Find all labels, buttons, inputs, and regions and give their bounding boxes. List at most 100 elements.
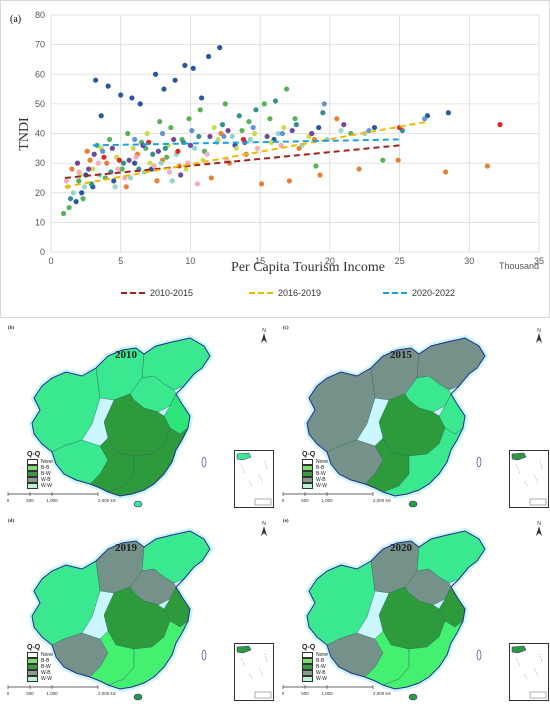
scatter-point [194, 181, 200, 187]
x-tick-label: 0 [48, 256, 53, 266]
scale-bar-label: 500 [301, 498, 309, 503]
scatter-chart-panel: (a) 0 5 10 15 20 25 30 35 0 10 20 30 40 50 60 70 80 Per C… [0, 0, 550, 318]
scatter-point [111, 178, 117, 184]
scatter-point [225, 127, 231, 134]
map-legend-title: Q-Q [302, 644, 316, 651]
scatter-point [246, 119, 252, 125]
map-region-taiwan [201, 456, 207, 468]
map-region-hainan [133, 500, 143, 508]
map-legend-label: B-W [316, 471, 326, 477]
china-map-2020 [303, 527, 489, 701]
china-map-2019 [28, 527, 214, 701]
map-legend-item: B-W [302, 664, 328, 670]
scatter-point [268, 139, 274, 145]
scatter-point [341, 122, 347, 128]
scale-bar-label: 1,000 [321, 691, 333, 696]
north-arrow-icon: N [261, 521, 267, 536]
map-legend-label: B-B [316, 465, 325, 471]
scale-bar-label: 500 [301, 691, 309, 696]
inset-scale [254, 691, 272, 699]
scatter-point [251, 130, 258, 137]
scatter-point [126, 157, 132, 163]
y-tick-label: 10 [35, 217, 45, 227]
map-legend-label: W-W [316, 676, 328, 682]
trendline-2016-2019 [64, 120, 428, 188]
map-panel-2020: (e) 2020 Q-Q None B-B B-W W-B W-W 0 500 1,000 2,000… [275, 515, 550, 710]
y-tick-label: 70 [35, 40, 45, 50]
inset-coast [511, 645, 527, 654]
map-legend-swatch [302, 658, 313, 664]
map-legend-item: W-B [27, 477, 53, 483]
map-border [31, 530, 211, 690]
scatter-point [239, 127, 245, 134]
scatter-point [204, 151, 210, 157]
north-arrow-icon: N [261, 328, 267, 343]
map-legend-item: B-B [302, 465, 328, 471]
scatter-point [161, 86, 167, 92]
scatter-point [95, 160, 102, 166]
x-axis-title: Per Capita Tourism Income [231, 260, 385, 275]
scatter-point [198, 95, 205, 101]
scatter-point [254, 145, 260, 151]
scatter-point [112, 184, 118, 190]
map-year-title: 2020 [390, 542, 412, 554]
map-regions [28, 527, 214, 701]
map-legend-label: W-W [316, 483, 328, 489]
map-legend-item: W-B [302, 670, 328, 676]
inset-coast [511, 452, 527, 461]
scatter-point [279, 130, 286, 137]
inset-dashes [240, 653, 268, 681]
scatter-point [86, 166, 92, 172]
scatter-point [253, 107, 259, 113]
map-legend-swatch [27, 465, 38, 471]
scatter-point [70, 190, 76, 196]
y-tick-label: 80 [35, 10, 45, 20]
map-legend-item: W-W [27, 676, 53, 682]
scatter-point [152, 71, 159, 77]
map-legend-swatch [302, 483, 313, 489]
scatter-point [166, 169, 173, 175]
north-arrow-shape [536, 526, 542, 536]
scatter-point [132, 160, 138, 166]
map-legend-item: W-B [27, 670, 53, 676]
north-arrow-shape [261, 333, 267, 343]
inset-coast [236, 645, 252, 654]
scale-bar-label: 0 [282, 691, 285, 696]
scatter-point [334, 116, 340, 122]
map-legend-swatch [27, 471, 38, 477]
scatter-point [186, 116, 192, 122]
map-legend-label: W-B [41, 477, 51, 483]
map-legend-label: B-W [41, 471, 51, 477]
map-panel-2019: (d) 2019 Q-Q None B-B B-W W-B W-W 0 500 1,000 2,000… [0, 515, 275, 710]
map-legend-swatch [27, 483, 38, 489]
scale-bar-line: 0 500 1,000 2,000 km [7, 685, 117, 696]
scale-bar-label: 2,000 km [373, 498, 391, 503]
legend-label: 2010-2015 [150, 288, 193, 298]
map-panel-label: (c) [283, 326, 289, 331]
y-tick-label: 40 [35, 129, 45, 139]
north-arrow-label: N [262, 328, 266, 334]
map-legend-item: B-W [27, 664, 53, 670]
north-arrow-label: N [537, 328, 541, 334]
scatter-point [80, 196, 86, 202]
map-panel-2010: (b) 2010 Q-Q None B-B B-W W-B W-W 0 500 1,000 2,000… [0, 322, 275, 517]
scatter-point [99, 148, 106, 154]
map-panel-2015: (c) 2015 Q-Q None B-B B-W W-B W-W 0 500 1,000 2,000… [275, 322, 550, 517]
scatter-point [192, 145, 198, 151]
scatter-point [151, 163, 157, 169]
inset-dashes [515, 460, 543, 488]
map-legend-label: None [316, 459, 328, 465]
scale-bar-label: 1,000 [46, 498, 58, 503]
map-legend-item: B-W [302, 471, 328, 477]
map-legend-swatch [27, 676, 38, 682]
scatter-point [317, 172, 323, 178]
map-legend: Q-Q None B-B B-W W-B W-W [27, 644, 53, 682]
x-tick-label: 15 [255, 256, 265, 266]
legend-label: 2016-2019 [278, 288, 321, 298]
scatter-point [313, 163, 319, 169]
scatter-point [316, 124, 322, 131]
scatter-point [123, 184, 129, 190]
map-region-taiwan [476, 649, 482, 661]
scatter-point [98, 113, 104, 119]
scatter-point [278, 142, 284, 148]
